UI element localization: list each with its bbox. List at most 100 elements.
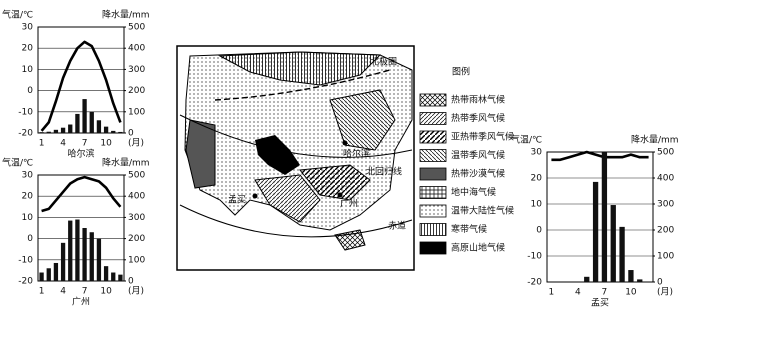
x-tick-label: 7 <box>82 287 88 297</box>
map-label: 北回归线 <box>366 166 402 178</box>
legend-label: 热带季风气候 <box>451 112 505 124</box>
y2-tick-label: 300 <box>128 213 145 223</box>
precip-bar <box>46 131 51 133</box>
chart-title: 孟买 <box>591 298 609 309</box>
y2-tick-label: 400 <box>128 192 145 202</box>
map: 哈尔滨 广州 孟买 北回归线 赤道 北极圈 <box>176 45 415 271</box>
precip-bar <box>82 228 87 281</box>
y-axis-label: 气温/℃ <box>2 9 33 21</box>
x-tick-label: 4 <box>575 288 581 298</box>
precip-bar <box>89 111 94 133</box>
legend-swatch <box>419 112 447 125</box>
subtropical-monsoon <box>299 164 371 201</box>
y2-tick-label: 100 <box>128 255 145 265</box>
y2-tick-label: 0 <box>128 277 134 287</box>
map-label: 赤道 <box>388 220 406 232</box>
precip-bar <box>96 238 102 281</box>
precip-bar <box>75 113 80 133</box>
precip-bar <box>68 220 73 281</box>
precip-bar <box>111 272 116 281</box>
precip-bar <box>75 219 80 281</box>
y-tick-label: 10 <box>22 213 34 223</box>
y-tick-label: 10 <box>22 65 34 75</box>
y-tick-label: 10 <box>531 200 543 210</box>
legend-label: 热带沙漠气候 <box>451 168 505 180</box>
legend-swatch <box>419 223 447 236</box>
x-axis-label: (月) <box>128 138 144 149</box>
x-tick-label: 10 <box>100 139 112 149</box>
precip-bar <box>39 272 44 281</box>
plot-frame <box>37 174 125 282</box>
legend-label: 寒带气候 <box>451 223 487 235</box>
x-tick-label: 1 <box>39 139 45 149</box>
y2-tick-label: 400 <box>657 174 674 184</box>
precip-bar <box>60 127 66 133</box>
x-tick-label: 10 <box>100 287 112 297</box>
legend-label: 热带雨林气候 <box>451 94 505 106</box>
y2-axis-label: 降水量/mm <box>102 157 150 169</box>
map-label: 哈尔滨 <box>343 148 370 160</box>
legend-swatch <box>419 167 447 181</box>
y2-tick-label: 500 <box>128 171 145 181</box>
x-tick-label: 7 <box>602 288 608 298</box>
legend-label: 温带季风气候 <box>451 149 505 161</box>
arctic-line <box>214 69 391 101</box>
legend-swatch <box>419 204 447 218</box>
precip-bar <box>60 242 66 281</box>
chart-title: 广州 <box>72 296 90 308</box>
precip-bar <box>103 266 109 281</box>
plot-frame <box>546 151 654 283</box>
y-tick-label: 0 <box>27 234 33 244</box>
y-tick-label: 30 <box>22 23 34 33</box>
city-dot <box>252 193 258 199</box>
y2-tick-label: 0 <box>128 129 134 139</box>
y2-tick-label: 500 <box>128 23 145 33</box>
y-tick-label: 0 <box>536 226 542 236</box>
y-tick-label: 20 <box>22 44 34 54</box>
legend-label: 地中海气候 <box>451 186 496 198</box>
precip-bar <box>592 181 599 282</box>
y-tick-label: -10 <box>18 107 33 117</box>
precip-bar <box>103 126 109 133</box>
y-tick-label: -10 <box>18 255 33 265</box>
city-dot <box>342 140 348 146</box>
cold-zone <box>218 51 382 86</box>
equator-line <box>179 204 413 238</box>
x-tick-label: 4 <box>60 139 66 149</box>
desert <box>185 119 216 189</box>
temp-line <box>551 150 649 162</box>
legend-label: 亚热带季风气候 <box>451 131 514 143</box>
legend-swatch <box>419 186 447 199</box>
y2-tick-label: 200 <box>657 226 674 236</box>
x-tick-label: 7 <box>82 139 88 149</box>
x-tick-label: 10 <box>625 288 637 298</box>
precip-bar <box>601 152 608 282</box>
precip-bar <box>53 262 59 281</box>
x-axis-label: (月) <box>128 286 144 297</box>
precip-bar <box>46 268 51 281</box>
precip-bar <box>118 131 123 133</box>
x-tick-label: 4 <box>60 287 66 297</box>
tropical-monsoon <box>254 174 321 223</box>
plot-frame <box>37 26 125 134</box>
y-tick-label: 20 <box>22 192 34 202</box>
y-tick-label: -10 <box>527 252 542 262</box>
tropic-line <box>179 114 413 158</box>
precip-bar <box>89 232 94 281</box>
legend-swatch <box>419 149 447 162</box>
x-tick-label: 1 <box>39 287 45 297</box>
legend-swatch <box>419 93 447 107</box>
precip-bar <box>118 274 123 281</box>
precip-bar <box>82 99 87 133</box>
y-tick-label: 0 <box>27 86 33 96</box>
y2-tick-label: 300 <box>657 200 674 210</box>
map-label: 广州 <box>340 198 358 210</box>
precip-bar <box>53 129 59 133</box>
x-tick-label: 1 <box>549 288 555 298</box>
y-tick-label: 30 <box>531 148 543 158</box>
precip-bar <box>96 120 102 133</box>
y2-tick-label: 200 <box>128 234 145 244</box>
y-tick-label: 30 <box>22 171 34 181</box>
legend-title: 图例 <box>452 66 470 78</box>
